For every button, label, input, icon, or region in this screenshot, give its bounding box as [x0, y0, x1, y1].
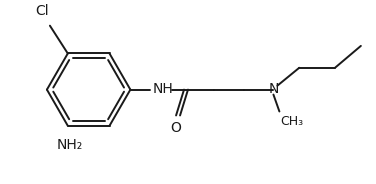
- Text: O: O: [171, 121, 182, 135]
- Text: Cl: Cl: [35, 4, 49, 18]
- Text: CH₃: CH₃: [280, 115, 303, 128]
- Text: NH: NH: [152, 82, 173, 96]
- Text: NH₂: NH₂: [57, 138, 83, 152]
- Text: N: N: [268, 82, 279, 96]
